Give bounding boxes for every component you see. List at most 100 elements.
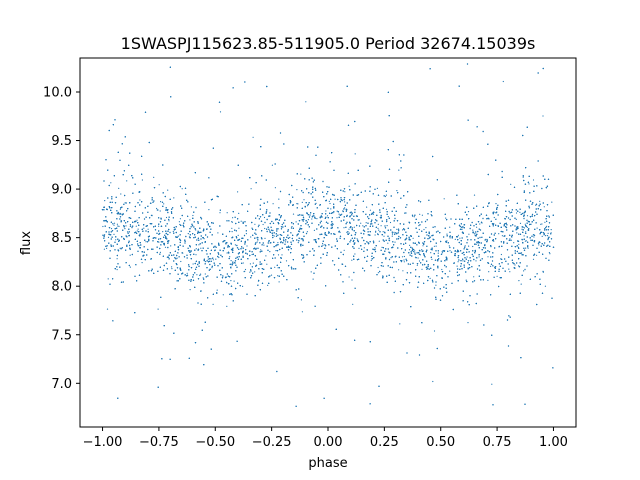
data-point — [158, 241, 160, 243]
data-point — [487, 256, 489, 258]
data-point — [283, 238, 285, 240]
data-point — [297, 203, 299, 205]
data-point — [242, 285, 244, 287]
data-point — [226, 212, 228, 214]
data-point — [374, 247, 376, 249]
data-point — [526, 226, 529, 228]
data-point — [278, 198, 280, 200]
data-point — [356, 238, 358, 240]
data-point — [254, 271, 256, 273]
data-point — [457, 261, 459, 263]
data-point — [129, 224, 131, 226]
data-point — [269, 251, 271, 253]
data-point — [187, 233, 189, 235]
data-point — [366, 206, 368, 208]
data-point — [336, 210, 338, 212]
data-point — [295, 221, 297, 223]
data-point — [354, 153, 356, 155]
data-point — [375, 230, 377, 232]
data-point — [208, 209, 210, 211]
data-point — [380, 225, 382, 227]
data-point — [377, 227, 379, 229]
scatter-points — [101, 63, 555, 407]
data-point — [346, 231, 348, 233]
data-point — [354, 253, 356, 255]
data-point — [262, 223, 264, 226]
data-point — [501, 235, 503, 237]
data-point — [425, 227, 427, 229]
data-point — [110, 182, 112, 184]
data-point — [411, 214, 413, 216]
data-point — [487, 279, 489, 281]
data-point — [464, 245, 466, 247]
data-point — [119, 208, 121, 210]
data-point — [336, 217, 338, 219]
data-point — [106, 247, 108, 249]
data-point — [238, 212, 240, 214]
data-point — [382, 275, 384, 277]
data-point — [158, 225, 160, 227]
data-point — [498, 233, 500, 235]
data-point — [493, 240, 495, 242]
data-point — [325, 210, 327, 212]
data-point — [147, 228, 149, 230]
data-point — [544, 229, 546, 231]
data-point — [119, 247, 121, 249]
data-point — [168, 220, 170, 222]
data-point — [536, 254, 538, 256]
data-point — [408, 249, 411, 251]
data-point — [113, 222, 116, 224]
data-point — [449, 237, 451, 239]
data-point — [403, 261, 405, 263]
data-point — [401, 256, 404, 258]
data-point — [495, 203, 497, 205]
data-point — [377, 223, 379, 225]
data-point — [273, 235, 275, 237]
data-point — [473, 194, 476, 196]
data-point — [113, 233, 115, 235]
data-point — [509, 238, 511, 240]
data-point — [137, 228, 139, 230]
data-point — [381, 246, 383, 248]
data-point — [446, 240, 448, 242]
data-point — [532, 179, 535, 181]
data-point — [107, 278, 109, 280]
data-point — [207, 258, 209, 260]
data-point — [344, 207, 346, 209]
data-point — [207, 223, 209, 225]
data-point — [423, 228, 425, 231]
data-point — [272, 203, 274, 205]
data-point — [173, 197, 175, 199]
data-point — [229, 256, 231, 258]
data-point — [277, 242, 279, 244]
data-point — [520, 283, 522, 285]
data-point — [348, 185, 350, 187]
data-point — [547, 232, 549, 234]
data-point — [118, 187, 120, 189]
data-point — [217, 232, 219, 234]
data-point — [124, 228, 126, 230]
data-point — [475, 260, 477, 262]
data-point — [254, 223, 256, 225]
data-point — [441, 268, 443, 271]
data-point — [163, 203, 165, 205]
data-point — [385, 208, 388, 210]
data-point — [421, 249, 423, 251]
data-point — [116, 269, 118, 271]
data-point — [348, 228, 350, 230]
data-point — [226, 252, 228, 254]
data-point — [344, 191, 346, 193]
data-point — [418, 260, 421, 262]
data-point — [125, 225, 127, 227]
data-point — [212, 259, 214, 261]
data-point — [143, 227, 145, 229]
data-point — [159, 251, 161, 253]
data-point — [358, 247, 360, 249]
data-point — [300, 299, 302, 301]
data-point — [545, 226, 547, 228]
data-point — [316, 218, 318, 220]
data-point — [518, 243, 520, 245]
data-point — [252, 136, 254, 138]
data-point — [490, 246, 492, 248]
